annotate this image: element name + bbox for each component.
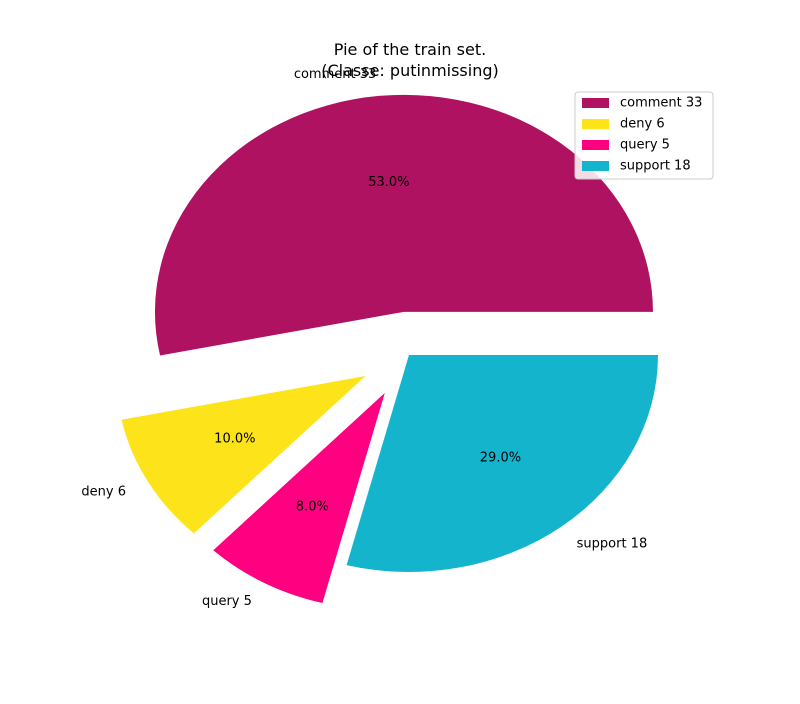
chart-title-line-2: (Classe: putinmissing) <box>321 61 499 80</box>
legend-label-support-18: support 18 <box>620 159 691 174</box>
legend-label-query-5: query 5 <box>620 138 670 153</box>
chart-title-line-1: Pie of the train set. <box>334 40 486 59</box>
legend-label-comment-33: comment 33 <box>620 96 702 111</box>
pie-slices <box>121 94 658 604</box>
percent-label-comment-33: 53.0% <box>368 175 409 190</box>
slice-label-comment-33: comment 33 <box>294 67 376 82</box>
percent-label-support-18: 29.0% <box>480 450 521 465</box>
legend-swatch-deny-6 <box>582 119 609 129</box>
pie-slice-comment-33 <box>154 94 653 356</box>
slice-label-support-18: support 18 <box>577 536 648 551</box>
legend-swatch-comment-33 <box>582 98 609 108</box>
percent-label-deny-6: 10.0% <box>214 432 255 447</box>
legend: comment 33 deny 6 query 5 support 18 <box>574 91 714 180</box>
percent-labels: 53.0% 10.0% 8.0% 29.0% <box>214 175 521 514</box>
slice-labels: comment 33 deny 6 query 5 support 18 <box>81 67 647 609</box>
legend-swatch-query-5 <box>582 140 609 150</box>
pie-slice-deny-6 <box>121 376 366 534</box>
legend-swatch-support-18 <box>582 161 609 171</box>
slice-label-deny-6: deny 6 <box>81 484 126 499</box>
percent-label-query-5: 8.0% <box>296 499 329 514</box>
pie-slice-query-5 <box>213 392 385 604</box>
pie-slice-support-18 <box>346 355 658 572</box>
legend-label-deny-6: deny 6 <box>620 117 665 132</box>
legend-frame <box>574 91 714 180</box>
slice-label-query-5: query 5 <box>202 594 252 609</box>
